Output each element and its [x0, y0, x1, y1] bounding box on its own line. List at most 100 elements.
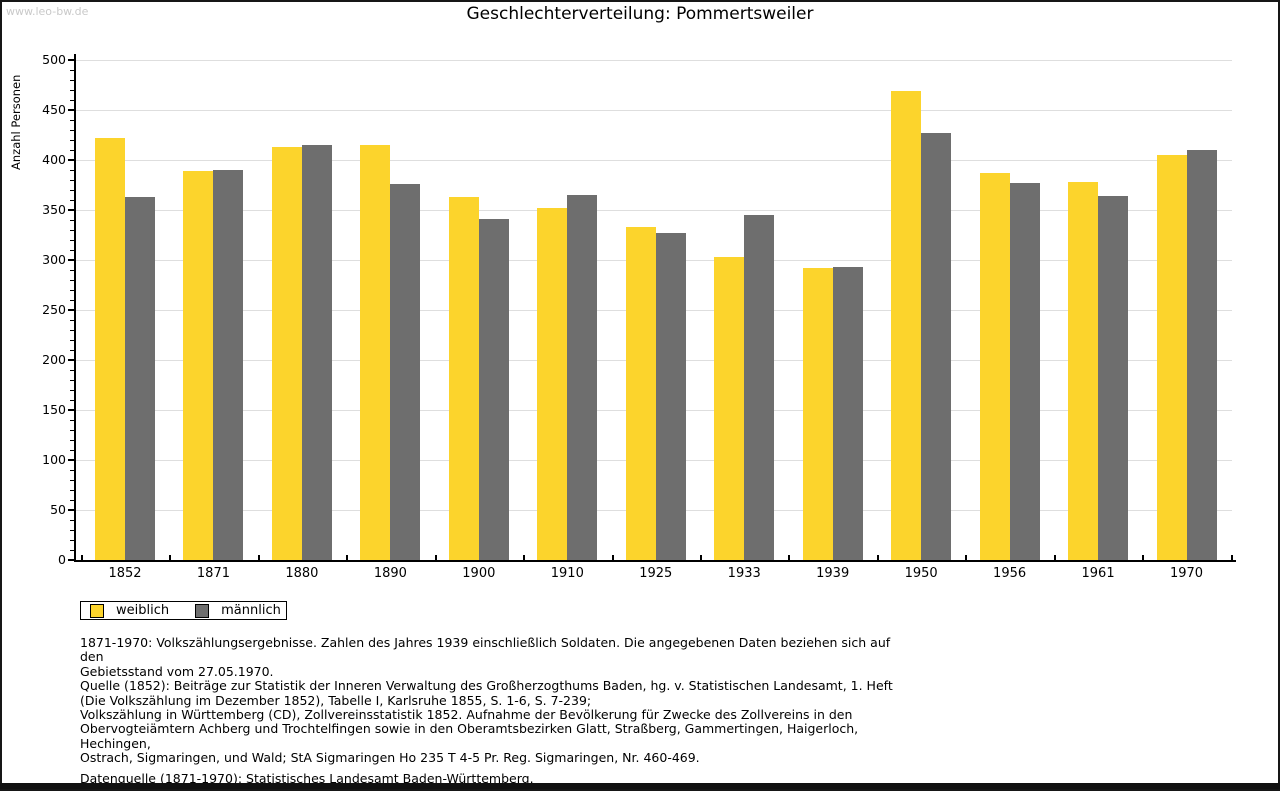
bar-männlich-1970: [1186, 150, 1217, 560]
legend-swatch-maennlich-icon: [195, 603, 210, 618]
footnote-line: 1871-1970: Volkszählungsergebnisse. Zahl…: [80, 635, 891, 665]
x-boundary-tick: [699, 555, 702, 560]
x-label-1852: 1852: [108, 566, 142, 581]
y-minor-tick: [70, 150, 75, 151]
footnote-line: Quelle (1852): Beiträge zur Statistik de…: [80, 678, 893, 694]
y-minor-tick: [70, 390, 75, 391]
bar-weiblich-1933: [714, 257, 745, 560]
x-label-1900: 1900: [462, 566, 496, 581]
bar-männlich-1925: [655, 233, 686, 560]
x-label-1950: 1950: [904, 566, 938, 581]
y-major-tick: [68, 509, 75, 511]
y-minor-tick: [70, 350, 75, 351]
y-minor-tick: [70, 540, 75, 541]
y-minor-tick: [70, 500, 75, 501]
bar-männlich-1871: [213, 170, 244, 560]
y-minor-tick: [70, 280, 75, 281]
x-boundary-tick: [523, 555, 526, 560]
y-tick-label: 250: [42, 302, 66, 317]
y-major-tick: [68, 159, 75, 161]
y-minor-tick: [70, 430, 75, 431]
y-major-tick: [68, 209, 75, 211]
y-minor-tick: [70, 440, 75, 441]
y-major-tick: [68, 259, 75, 261]
legend-label-weiblich: weiblich: [116, 603, 170, 618]
y-tick-label: 450: [42, 102, 66, 117]
bar-männlich-1933: [744, 215, 775, 560]
y-minor-tick: [70, 550, 75, 551]
y-axis-line: [74, 54, 76, 562]
y-minor-tick: [70, 200, 75, 201]
bar-weiblich-1956: [979, 173, 1010, 560]
bar-weiblich-1939: [802, 268, 833, 560]
y-tick-label: 400: [42, 152, 66, 167]
y-major-tick: [68, 559, 75, 561]
bar-männlich-1900: [478, 219, 509, 560]
y-tick-label: 500: [42, 52, 66, 67]
x-label-1925: 1925: [639, 566, 673, 581]
legend-item-maennlich: männlich: [195, 603, 281, 618]
legend-swatch-weiblich-icon: [90, 603, 104, 618]
bar-weiblich-1852: [95, 138, 125, 560]
x-label-1961: 1961: [1081, 566, 1115, 581]
bar-männlich-1950: [921, 133, 952, 560]
y-tick-label: 200: [42, 352, 66, 367]
footnotes: 1871-1970: Volkszählungsergebnisse. Zahl…: [80, 635, 910, 786]
legend-label-maennlich: männlich: [221, 603, 281, 618]
x-label-1880: 1880: [285, 566, 319, 581]
y-major-tick: [68, 109, 75, 111]
y-minor-tick: [70, 420, 75, 421]
bar-männlich-1910: [567, 195, 598, 560]
y-minor-tick: [70, 320, 75, 321]
y-major-tick: [68, 59, 75, 61]
y-minor-tick: [70, 290, 75, 291]
legend-item-weiblich: weiblich: [90, 603, 169, 618]
x-label-1933: 1933: [727, 566, 761, 581]
bar-weiblich-1970: [1156, 155, 1187, 560]
bar-weiblich-1890: [360, 145, 391, 560]
y-tick-label: 100: [42, 452, 66, 467]
bar-weiblich-1900: [448, 197, 479, 560]
x-label-1890: 1890: [373, 566, 407, 581]
y-minor-tick: [70, 100, 75, 101]
x-boundary-tick: [169, 555, 172, 560]
x-boundary-tick: [788, 555, 791, 560]
y-tick-label: 350: [42, 202, 66, 217]
y-minor-tick: [70, 480, 75, 481]
x-boundary-tick: [1053, 555, 1056, 560]
y-minor-tick: [70, 220, 75, 221]
y-minor-tick: [70, 380, 75, 381]
datasource-line: Datenquelle (1871-1970): Statistisches L…: [80, 770, 534, 786]
y-minor-tick: [70, 190, 75, 191]
bar-männlich-1956: [1009, 183, 1040, 560]
bar-männlich-1961: [1098, 196, 1129, 560]
x-label-1956: 1956: [993, 566, 1027, 581]
y-minor-tick: [70, 80, 75, 81]
y-minor-tick: [70, 230, 75, 231]
bar-weiblich-1950: [891, 91, 922, 560]
y-minor-tick: [70, 340, 75, 341]
bar-männlich-1880: [301, 145, 332, 560]
page-title: Geschlechterverteilung: Pommertsweiler: [466, 4, 814, 24]
y-minor-tick: [70, 240, 75, 241]
gridline-500: [75, 60, 1232, 61]
y-minor-tick: [70, 120, 75, 121]
gridline-350: [75, 210, 1232, 211]
x-axis-line: [74, 560, 1236, 562]
y-minor-tick: [70, 530, 75, 531]
x-boundary-tick: [611, 555, 614, 560]
y-minor-tick: [70, 450, 75, 451]
y-minor-tick: [70, 140, 75, 141]
x-label-1939: 1939: [816, 566, 850, 581]
footnote-line: (Die Volkszählung im Dezember 1852), Tab…: [80, 692, 592, 708]
footnote-line: Gebietsstand vom 27.05.1970.: [80, 663, 274, 679]
y-minor-tick: [70, 270, 75, 271]
bar-weiblich-1871: [183, 171, 214, 560]
y-minor-tick: [70, 520, 75, 521]
footnote-line: Volkszählung in Württemberg (CD), Zollve…: [80, 707, 853, 723]
x-boundary-tick: [1142, 555, 1145, 560]
gridline-450: [75, 110, 1232, 111]
x-boundary-tick: [876, 555, 879, 560]
